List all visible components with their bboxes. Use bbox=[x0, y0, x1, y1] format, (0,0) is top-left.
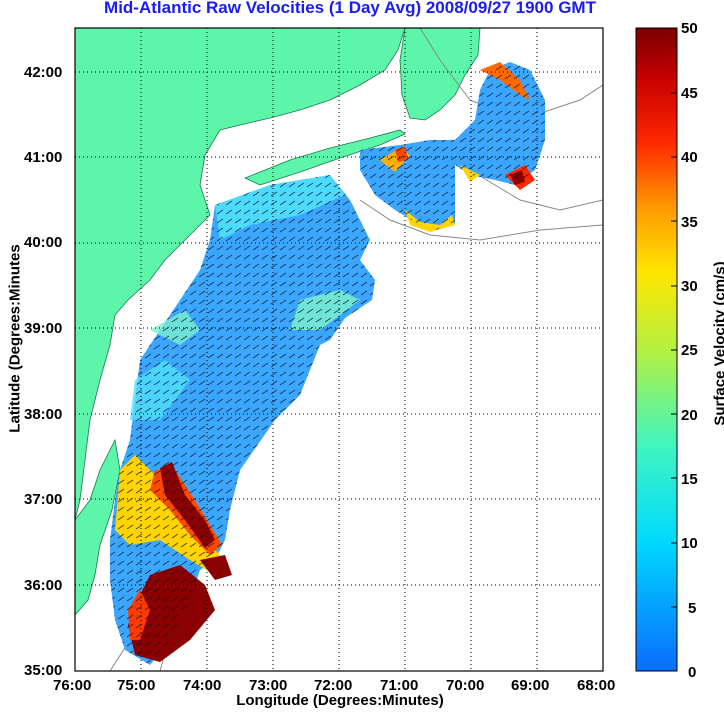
x-tick-label: 70:00 bbox=[446, 677, 485, 694]
y-tick-label: 39:00 bbox=[24, 320, 63, 337]
colorbar-tick-label: 40 bbox=[681, 149, 698, 166]
land-mass bbox=[75, 28, 406, 521]
cape-cod bbox=[399, 28, 481, 121]
colorbar-tick-label: 15 bbox=[681, 471, 698, 488]
colorbar-tick-label: 30 bbox=[681, 278, 698, 295]
y-tick-label: 37:00 bbox=[24, 491, 63, 508]
x-axis-label: Longitude (Degrees:Minutes) bbox=[236, 692, 444, 709]
x-tick-label: 74:00 bbox=[183, 677, 222, 694]
colorbar-tick-label: 20 bbox=[681, 407, 698, 424]
y-tick-label: 35:00 bbox=[24, 662, 63, 679]
map-plot-area bbox=[75, 28, 603, 671]
x-tick-label: 75:00 bbox=[117, 677, 156, 694]
long-island bbox=[243, 129, 406, 186]
y-tick-label: 36:00 bbox=[24, 577, 63, 594]
colorbar-tick-label: 45 bbox=[681, 85, 698, 102]
colorbar-tick-label: 35 bbox=[681, 214, 698, 231]
x-tick-label: 73:00 bbox=[249, 677, 288, 694]
y-tick-label: 41:00 bbox=[24, 149, 63, 166]
x-tick-label: 72:00 bbox=[314, 677, 353, 694]
colorbar-ticks bbox=[671, 92, 677, 608]
colorbar-tick-label: 10 bbox=[681, 535, 698, 552]
x-tick-label: 69:00 bbox=[511, 677, 550, 694]
colorbar-tick-label: 0 bbox=[688, 664, 697, 681]
colorbar-tick-label: 50 bbox=[681, 20, 698, 37]
plot-frame bbox=[74, 27, 604, 672]
y-tick-label: 40:00 bbox=[24, 234, 63, 251]
colorbar bbox=[635, 27, 678, 672]
x-tick-label: 76:00 bbox=[53, 677, 92, 694]
land-mass bbox=[75, 438, 121, 616]
colorbar-tick-label: 25 bbox=[681, 342, 698, 359]
y-tick-label: 38:00 bbox=[24, 406, 63, 423]
colorbar-tick-label: 5 bbox=[688, 600, 697, 617]
x-tick-label: 68:00 bbox=[577, 677, 616, 694]
map-title: Mid-Atlantic Raw Velocities (1 Day Avg) … bbox=[104, 0, 596, 17]
x-tick-label: 71:00 bbox=[380, 677, 419, 694]
grid-lines bbox=[75, 28, 603, 671]
y-tick-label: 42:00 bbox=[24, 64, 63, 81]
